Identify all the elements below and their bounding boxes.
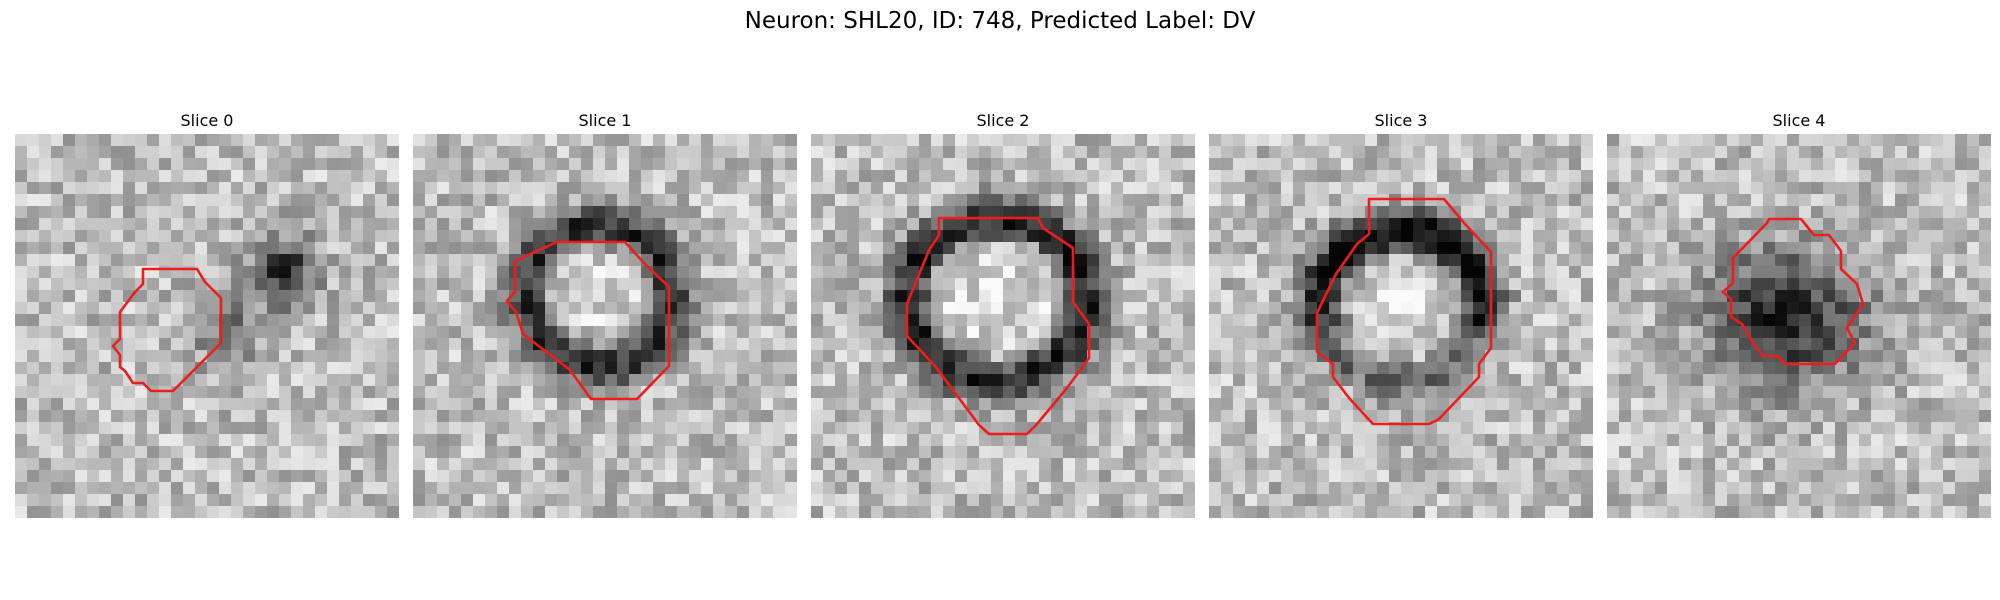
slice-image — [811, 134, 1195, 518]
slice-panel-3: Slice 3 — [1209, 108, 1593, 518]
contour-outline — [1315, 197, 1493, 426]
slice-image — [15, 134, 399, 518]
contour-outline — [111, 267, 223, 393]
contour-outline — [505, 240, 671, 401]
slice-image — [413, 134, 797, 518]
slice-image — [1209, 134, 1593, 518]
slice-title: Slice 3 — [1374, 111, 1428, 130]
contour-outline — [905, 216, 1091, 436]
slice-title: Slice 4 — [1772, 111, 1826, 130]
slice-panel-0: Slice 0 — [15, 108, 399, 518]
contour-outline — [1721, 217, 1865, 366]
slice-image — [1607, 134, 1991, 518]
figure-title: Neuron: SHL20, ID: 748, Predicted Label:… — [744, 8, 1256, 34]
slice-panel-1: Slice 1 — [413, 108, 797, 518]
slice-panel-4: Slice 4 — [1607, 108, 1991, 518]
slice-title: Slice 1 — [578, 111, 632, 130]
slice-panel-2: Slice 2 — [811, 108, 1195, 518]
slice-title: Slice 2 — [976, 111, 1030, 130]
slice-title: Slice 0 — [180, 111, 234, 130]
